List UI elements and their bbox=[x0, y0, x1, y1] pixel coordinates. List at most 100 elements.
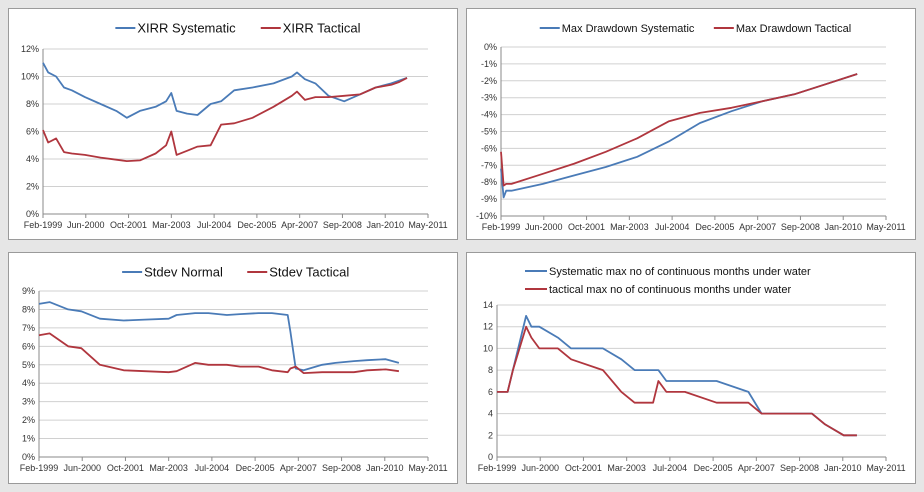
legend-label: Max Drawdown Tactical bbox=[736, 23, 851, 35]
y-tick-label: 0% bbox=[484, 42, 497, 52]
y-tick-label: 0% bbox=[26, 209, 39, 219]
x-tick-label: Dec-2005 bbox=[694, 463, 733, 473]
chart-panel-months-under-water: 0 2 4 6 8 10 12 14 Feb-1999 Jun-2000 Oct-2001 Mar-2… bbox=[466, 252, 916, 484]
x-tick-label: Apr-2007 bbox=[738, 463, 775, 473]
y-tick-label: -5% bbox=[481, 127, 497, 137]
x-tick-label: May-2011 bbox=[866, 222, 905, 232]
x-tick-label: Jan-2010 bbox=[366, 220, 404, 230]
y-tick-label: 6% bbox=[26, 127, 39, 137]
y-tick-label: -2% bbox=[481, 76, 497, 86]
max-drawdown-chart: -10% -9% -8% -7% -6% -5% -4% -3% -2% -1% 0% Feb-199… bbox=[476, 23, 906, 232]
chart-panel-max-drawdown: -10% -9% -8% -7% -6% -5% -4% -3% -2% -1% 0% Feb-199… bbox=[466, 8, 916, 240]
y-tick-label: 8% bbox=[22, 304, 35, 314]
x-tick-label: Dec-2005 bbox=[695, 222, 734, 232]
x-tick-label: Apr-2007 bbox=[280, 463, 317, 473]
legend-label: XIRR Systematic bbox=[137, 21, 236, 36]
series-line-a bbox=[42, 62, 408, 119]
x-tick-label: Feb-1999 bbox=[478, 463, 517, 473]
x-tick-label: Mar-2003 bbox=[610, 222, 649, 232]
x-tick-label: Jun-2000 bbox=[521, 463, 559, 473]
y-tick-label: 0 bbox=[488, 452, 493, 462]
legend-label: Stdev Normal bbox=[144, 265, 223, 280]
series-line-b bbox=[500, 73, 858, 187]
y-tick-label: 3% bbox=[22, 397, 35, 407]
y-tick-label: 4% bbox=[26, 154, 39, 164]
y-tick-label: 9% bbox=[22, 286, 35, 296]
y-tick-label: 6 bbox=[488, 387, 493, 397]
legend-label: tactical max no of continuous months und… bbox=[549, 284, 791, 296]
x-tick-label: Feb-1999 bbox=[20, 463, 59, 473]
x-tick-label: Oct-2001 bbox=[568, 222, 605, 232]
y-tick-label: 14 bbox=[483, 300, 493, 310]
x-tick-label: May-2011 bbox=[408, 220, 447, 230]
legend-label: Max Drawdown Systematic bbox=[562, 23, 695, 35]
x-tick-label: Jan-2010 bbox=[366, 463, 404, 473]
x-tick-label: Dec-2005 bbox=[236, 463, 275, 473]
y-tick-label: 6% bbox=[22, 341, 35, 351]
y-tick-label: -10% bbox=[476, 211, 497, 221]
y-tick-label: 4% bbox=[22, 378, 35, 388]
legend-label: XIRR Tactical bbox=[283, 21, 361, 36]
series-line-b bbox=[497, 325, 857, 437]
x-tick-label: Jan-2010 bbox=[824, 463, 862, 473]
x-tick-label: Oct-2001 bbox=[565, 463, 602, 473]
x-tick-label: Sep-2008 bbox=[323, 220, 362, 230]
x-tick-label: May-2011 bbox=[866, 463, 905, 473]
x-tick-label: Mar-2003 bbox=[607, 463, 646, 473]
y-tick-label: 12% bbox=[21, 44, 39, 54]
y-tick-label: -7% bbox=[481, 160, 497, 170]
series-line-b bbox=[38, 332, 400, 374]
xirr-chart: 0% 2% 4% 6% 8% 10% 12% Feb-1999 Jun-2000 Oct-2001… bbox=[21, 21, 448, 231]
x-tick-label: Jun-2000 bbox=[525, 222, 563, 232]
y-tick-label: 12 bbox=[483, 322, 493, 332]
months-under-water-chart: 0 2 4 6 8 10 12 14 Feb-1999 Jun-2000 Oct-2001 Mar-2… bbox=[478, 266, 906, 473]
y-tick-label: 2% bbox=[22, 415, 35, 425]
x-tick-label: Jul-2004 bbox=[195, 463, 230, 473]
y-tick-label: -4% bbox=[481, 110, 497, 120]
y-tick-label: -9% bbox=[481, 194, 497, 204]
y-tick-label: -8% bbox=[481, 177, 497, 187]
x-tick-label: Sep-2008 bbox=[781, 222, 820, 232]
x-tick-label: Jan-2010 bbox=[824, 222, 862, 232]
series-line-a bbox=[497, 315, 857, 437]
x-tick-label: Apr-2007 bbox=[739, 222, 776, 232]
stdev-chart: 0% 1% 2% 3% 4% 5% 6% 7% 8% 9% Feb-1999 Jun-2000 Oct-… bbox=[20, 265, 448, 474]
y-tick-label: 0% bbox=[22, 452, 35, 462]
x-tick-label: Feb-1999 bbox=[24, 220, 63, 230]
x-tick-label: Mar-2003 bbox=[152, 220, 191, 230]
x-tick-label: Apr-2007 bbox=[281, 220, 318, 230]
legend-label: Systematic max no of continuous months u… bbox=[549, 266, 811, 278]
y-tick-label: 7% bbox=[22, 323, 35, 333]
y-tick-label: 8 bbox=[488, 365, 493, 375]
y-tick-label: 2 bbox=[488, 430, 493, 440]
x-tick-label: Mar-2003 bbox=[149, 463, 188, 473]
y-tick-label: 1% bbox=[22, 434, 35, 444]
y-tick-label: -6% bbox=[481, 143, 497, 153]
x-tick-label: Jun-2000 bbox=[63, 463, 101, 473]
x-tick-label: Oct-2001 bbox=[110, 220, 147, 230]
x-tick-label: Dec-2005 bbox=[237, 220, 276, 230]
series-line-a bbox=[500, 73, 858, 199]
x-tick-label: Jul-2004 bbox=[655, 222, 690, 232]
series-line-a bbox=[38, 301, 400, 372]
x-tick-label: Jul-2004 bbox=[653, 463, 688, 473]
y-tick-label: 4 bbox=[488, 409, 493, 419]
x-tick-label: Feb-1999 bbox=[482, 222, 521, 232]
y-tick-label: 8% bbox=[26, 99, 39, 109]
chart-panel-xirr: 0% 2% 4% 6% 8% 10% 12% Feb-1999 Jun-2000 Oct-2001… bbox=[8, 8, 458, 240]
x-tick-label: Oct-2001 bbox=[107, 463, 144, 473]
chart-panel-stdev: 0% 1% 2% 3% 4% 5% 6% 7% 8% 9% Feb-1999 Jun-2000 Oct-… bbox=[8, 252, 458, 484]
y-tick-label: 5% bbox=[22, 360, 35, 370]
x-tick-label: May-2011 bbox=[408, 463, 447, 473]
y-tick-label: -3% bbox=[481, 93, 497, 103]
x-tick-label: Jun-2000 bbox=[67, 220, 105, 230]
y-tick-label: 2% bbox=[26, 182, 39, 192]
x-tick-label: Sep-2008 bbox=[780, 463, 819, 473]
legend-label: Stdev Tactical bbox=[269, 265, 349, 280]
y-tick-label: 10 bbox=[483, 343, 493, 353]
x-tick-label: Sep-2008 bbox=[322, 463, 361, 473]
y-tick-label: -1% bbox=[481, 59, 497, 69]
x-tick-label: Jul-2004 bbox=[197, 220, 232, 230]
y-tick-label: 10% bbox=[21, 72, 39, 82]
series-line-b bbox=[42, 77, 408, 163]
